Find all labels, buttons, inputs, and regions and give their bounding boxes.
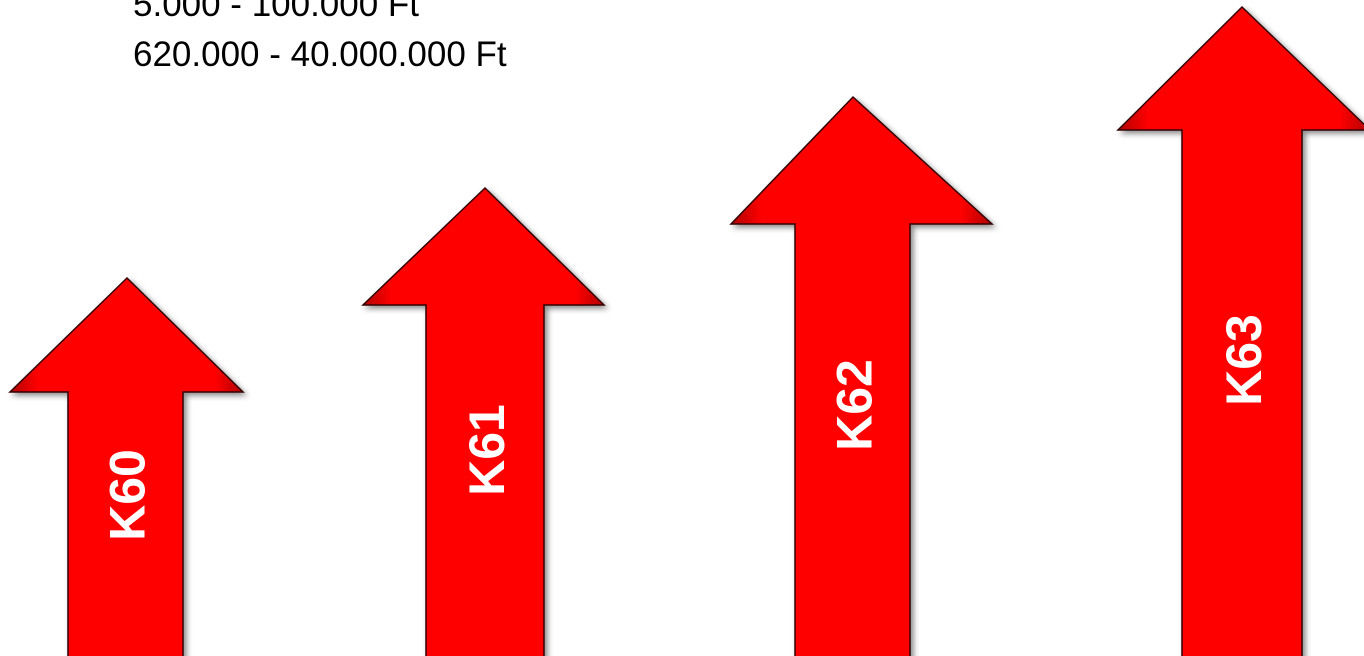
arrow: [729, 95, 994, 656]
arrows: K60 K61 K62 K63: [8, 5, 1364, 656]
arrow-label: K60: [100, 449, 156, 541]
text-line: 620.000 - 40.000.000 Ft: [133, 35, 507, 74]
arrow: [361, 186, 606, 656]
text-line: 5.000 - 100.000 Ft: [133, 0, 419, 24]
arrow-label: K62: [827, 359, 883, 451]
arrow: [8, 276, 245, 656]
arrow: [1116, 5, 1364, 656]
arrow-label: K61: [459, 404, 515, 496]
arrow-label: K63: [1216, 314, 1272, 406]
